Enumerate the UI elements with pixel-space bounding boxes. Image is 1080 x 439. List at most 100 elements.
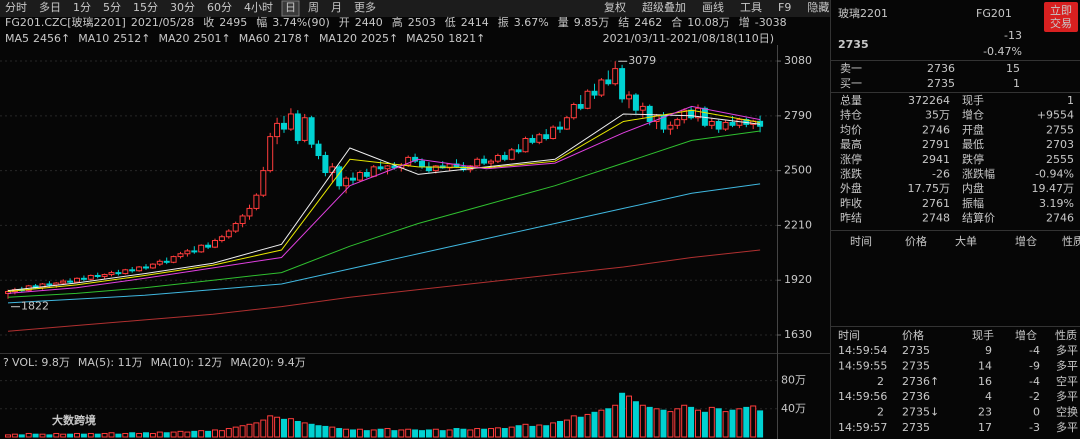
ma-legend-value: 2512↑ xyxy=(113,32,150,45)
volume-bar xyxy=(715,408,722,438)
tab[interactable]: 多日 xyxy=(39,0,61,14)
tool-button[interactable]: 隐藏 xyxy=(807,1,829,14)
volume-bar xyxy=(246,423,253,438)
candle-body xyxy=(170,256,177,263)
trade-button-label[interactable]: 交易 xyxy=(1050,16,1072,30)
candle-body xyxy=(343,177,350,187)
table-header: 大单 xyxy=(955,234,977,248)
volume-bar xyxy=(370,429,377,438)
tab[interactable]: 4小时 xyxy=(244,1,273,14)
tool-button[interactable]: 复权 xyxy=(604,0,626,14)
candle-body xyxy=(191,250,198,253)
candle-body xyxy=(626,94,632,100)
volume-bar xyxy=(467,429,474,438)
trade-button-label[interactable]: 立即 xyxy=(1050,3,1072,17)
candle-body xyxy=(246,207,253,217)
ma-line xyxy=(7,113,761,292)
ma-legend-name: MA250 xyxy=(406,32,444,45)
stat-label: 现手 xyxy=(962,93,984,107)
volume-bar xyxy=(218,430,225,438)
tab[interactable]: 日 xyxy=(285,1,296,14)
table-header: 增仓 xyxy=(1015,328,1037,342)
tab[interactable]: 15分 xyxy=(133,1,158,14)
volume-bar xyxy=(122,432,129,438)
ma-line xyxy=(7,130,761,298)
table-header: 时间 xyxy=(850,235,872,248)
volume-bar xyxy=(163,432,170,438)
volume-bar xyxy=(577,416,584,438)
book-label: 卖一 xyxy=(840,62,862,75)
info-value: 3.74%(90) xyxy=(272,16,330,29)
tool-button[interactable]: 工具 xyxy=(740,1,762,14)
table-header: 价格 xyxy=(905,234,927,248)
tool-button[interactable]: 超级叠加 xyxy=(642,0,686,14)
tab[interactable]: 更多 xyxy=(354,0,376,14)
volume-bar xyxy=(743,406,750,438)
info-value: 9.85万 xyxy=(574,16,610,29)
table-header: 价格 xyxy=(902,328,924,342)
volume-bar xyxy=(708,406,715,438)
tab[interactable]: 60分 xyxy=(207,1,232,14)
volume-bar xyxy=(674,408,681,438)
volume-bar xyxy=(32,433,39,438)
candle-body xyxy=(453,163,460,168)
stat-label: 均价 xyxy=(840,123,862,136)
ma-legend-name: MA10 xyxy=(78,32,109,45)
candle-body xyxy=(481,158,488,164)
change-pct: -0.47% xyxy=(983,45,1022,58)
tab[interactable]: 月 xyxy=(331,1,342,14)
tick-time: 14:59:55 xyxy=(838,359,887,372)
info-value: -3038 xyxy=(755,16,787,29)
range-label: 2021/03/11-2021/08/18(110日) xyxy=(603,32,774,45)
stat-value: 35万 xyxy=(925,109,950,122)
info-label: FG201.CZC[玻璃2201] xyxy=(5,15,126,29)
volume-bar xyxy=(591,411,598,438)
candle-body xyxy=(522,138,529,153)
candle-body xyxy=(239,215,246,225)
candle-body xyxy=(225,230,232,238)
table-header: 时间 xyxy=(838,329,860,342)
info-label: 振 xyxy=(498,15,509,29)
volume-bar xyxy=(101,432,108,438)
trade-button[interactable] xyxy=(1044,2,1078,32)
candle-body xyxy=(5,291,11,294)
volume-bar xyxy=(460,428,467,438)
stat-value: 2746 xyxy=(922,123,950,136)
candle-body xyxy=(350,177,356,181)
volume-bar xyxy=(598,409,605,438)
stat-value: 2755 xyxy=(1046,123,1074,136)
volume-bar xyxy=(129,432,136,438)
stat-label: 昨结 xyxy=(840,212,862,225)
vol-tick-label: 80万 xyxy=(781,374,806,387)
watermark: 大数跨境 xyxy=(52,413,96,427)
volume-bar xyxy=(143,432,149,438)
tab[interactable]: 周 xyxy=(308,1,319,14)
stat-label: 最低 xyxy=(962,138,984,151)
volume-bar xyxy=(722,411,729,438)
change: -13 xyxy=(1004,29,1022,42)
volume-bar xyxy=(667,411,674,438)
tab[interactable]: 分时 xyxy=(5,1,27,14)
volume-bar xyxy=(281,418,287,438)
volume-bar xyxy=(632,401,639,438)
tool-button[interactable]: F9 xyxy=(778,1,791,14)
candle-body xyxy=(156,260,163,265)
volume-bar xyxy=(432,428,439,438)
volume-bar xyxy=(191,430,198,438)
stat-value: 17.75万 xyxy=(908,182,951,195)
volume-bar xyxy=(701,411,708,438)
candle-body xyxy=(432,165,439,172)
tool-button[interactable]: 画线 xyxy=(702,0,724,14)
volume-bar xyxy=(5,434,11,438)
candle-body xyxy=(143,266,149,269)
tab[interactable]: 1分 xyxy=(73,1,91,14)
tick-kind: 多平 xyxy=(1056,420,1078,434)
tab[interactable]: 30分 xyxy=(170,1,195,14)
volume-bar xyxy=(329,426,336,438)
candle-body xyxy=(212,240,218,248)
tick-time: 14:59:54 xyxy=(838,344,887,357)
volume-bar xyxy=(301,422,308,438)
ma-legend-value: 1821↑ xyxy=(448,32,485,45)
candle-body xyxy=(598,79,605,96)
tab[interactable]: 5分 xyxy=(103,1,121,14)
